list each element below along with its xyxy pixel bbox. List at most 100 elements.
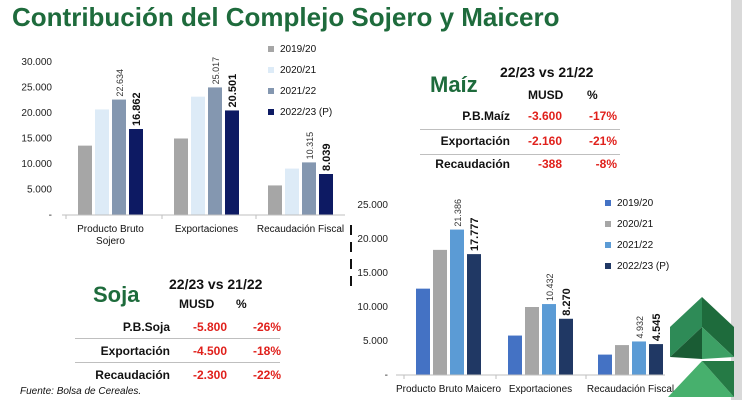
data-label: 10.315 <box>305 132 315 160</box>
legend-entry: 2021/22 <box>617 240 654 251</box>
bar <box>525 307 539 375</box>
bar <box>433 249 447 375</box>
data-label: 8.039 <box>321 143 333 171</box>
legend-swatch <box>605 221 611 227</box>
maiz-summary-table: Maíz 22/23 vs 21/22 MUSD % P.B.Maíz -3.6… <box>420 60 635 180</box>
bar <box>95 109 109 215</box>
data-label: 4.545 <box>651 314 663 342</box>
bar <box>542 304 556 375</box>
y-tick-label: 15.000 <box>21 134 52 145</box>
data-label: 8.270 <box>561 288 573 316</box>
x-category-label: Recaudación Fiscal <box>587 384 674 395</box>
soja-row-musd: -5.800 <box>192 320 227 334</box>
soja-row-pct: -26% <box>252 320 281 334</box>
bar <box>78 145 92 215</box>
y-tick-label: 25.000 <box>21 83 52 94</box>
soja-bar-chart: - 5.000 10.000 15.000 20.000 25.000 30.000 22.6… <box>21 44 345 247</box>
legend-entry: 2022/23 (P) <box>280 107 332 118</box>
bar <box>450 229 464 375</box>
legend-entry: 2022/23 (P) <box>617 261 669 272</box>
legend-entry: 2020/21 <box>617 219 654 230</box>
soja-table-title: Soja <box>93 282 140 307</box>
legend-entry: 2019/20 <box>617 198 654 209</box>
divider-dash <box>350 259 352 269</box>
soja-row-pct: -18% <box>252 344 281 358</box>
maiz-row-label: Exportación <box>440 134 510 148</box>
maiz-bar-chart: - 5.000 10.000 15.000 20.000 25.000 21.386 17.7… <box>357 198 674 395</box>
bar <box>302 162 316 215</box>
y-tick-label: 5.000 <box>363 336 388 347</box>
soja-row-divider <box>75 362 280 363</box>
x-category-label: Recaudación Fiscal <box>257 224 344 235</box>
bar <box>559 318 573 375</box>
bar <box>508 335 522 375</box>
soja-table-col-pct: % <box>236 297 247 311</box>
y-tick-label: - <box>49 210 52 221</box>
legend-entry: 2019/20 <box>280 44 317 55</box>
maiz-row-divider <box>420 129 620 130</box>
maiz-row-pct: -21% <box>588 134 617 148</box>
data-label: 4.932 <box>635 316 645 339</box>
legend-entry: 2020/21 <box>280 65 317 76</box>
data-label: 20.501 <box>227 74 239 108</box>
legend-swatch <box>605 242 611 248</box>
y-tick-label: 15.000 <box>357 268 388 279</box>
maiz-row-musd: -3.600 <box>527 109 562 123</box>
maiz-row-musd: -2.160 <box>527 134 562 148</box>
soja-row-musd: -4.500 <box>192 344 227 358</box>
bar <box>174 138 188 215</box>
x-category-label: Sojero <box>96 236 125 247</box>
bar <box>112 99 126 215</box>
legend-swatch <box>268 88 274 94</box>
data-label: 10.432 <box>545 274 555 302</box>
maiz-table-col-pct: % <box>587 88 598 102</box>
maiz-table-title: Maíz <box>430 72 478 97</box>
legend-swatch <box>268 67 274 73</box>
soja-table-period: 22/23 vs 21/22 <box>169 276 263 292</box>
bar <box>225 110 239 215</box>
green-logo <box>668 297 734 397</box>
x-category-label: Exportaciones <box>175 224 238 235</box>
maiz-table-col-musd: MUSD <box>528 88 564 102</box>
divider-dash <box>350 225 352 235</box>
data-label: 25.017 <box>211 57 221 85</box>
legend-swatch <box>605 263 611 269</box>
x-category-label: Producto Bruto <box>77 224 144 235</box>
soja-row-label: Exportación <box>100 344 170 358</box>
bar <box>598 354 612 375</box>
y-tick-label: - <box>385 370 388 381</box>
y-tick-label: 10.000 <box>357 302 388 313</box>
soja-table-col-musd: MUSD <box>179 297 215 311</box>
y-tick-label: 25.000 <box>357 200 388 211</box>
y-tick-label: 10.000 <box>21 159 52 170</box>
maiz-row-pct: -8% <box>595 157 617 171</box>
bar <box>268 185 282 215</box>
soja-summary-table: Soja 22/23 vs 21/22 MUSD % P.B.Soja -5.8… <box>75 272 295 387</box>
y-tick-label: 20.000 <box>21 108 52 119</box>
soja-row-label: Recaudación <box>95 368 170 382</box>
data-label: 17.777 <box>469 217 481 251</box>
maiz-row-divider <box>420 154 620 155</box>
legend-swatch <box>268 46 274 52</box>
legend-swatch <box>268 109 274 115</box>
y-tick-label: 5.000 <box>27 185 52 196</box>
divider-dash <box>350 276 352 286</box>
bar <box>285 168 299 215</box>
x-category-label: Exportaciones <box>509 384 572 395</box>
data-label: 16.862 <box>131 92 143 126</box>
maiz-row-pct: -17% <box>588 109 617 123</box>
bar <box>467 254 481 375</box>
data-label: 21.386 <box>453 199 463 227</box>
legend-swatch <box>605 200 611 206</box>
maiz-row-label: P.B.Maíz <box>462 109 510 123</box>
bar <box>319 174 333 215</box>
soja-row-label: P.B.Soja <box>122 320 170 334</box>
soja-row-musd: -2.300 <box>192 368 227 382</box>
bar <box>649 344 663 375</box>
soja-row-divider <box>75 338 280 339</box>
source-note: Fuente: Bolsa de Cereales. <box>20 386 142 397</box>
bar <box>632 341 646 375</box>
y-tick-label: 20.000 <box>357 234 388 245</box>
soja-row-pct: -22% <box>252 368 281 382</box>
right-edge-bar <box>731 0 742 400</box>
